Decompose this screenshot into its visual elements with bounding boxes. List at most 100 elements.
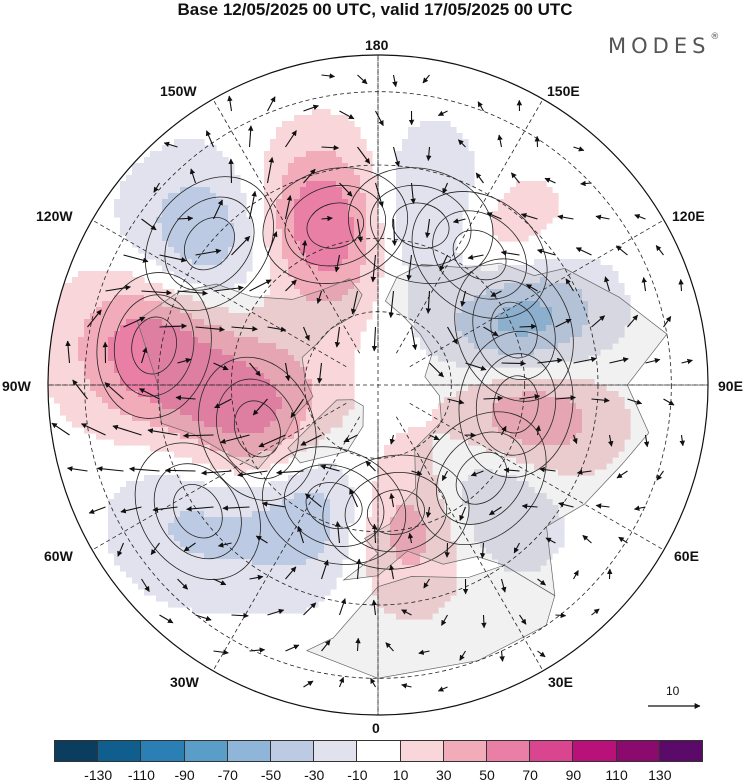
anomaly-cell [120, 361, 127, 368]
anomaly-cell [228, 529, 235, 536]
anomaly-cell [612, 313, 619, 320]
anomaly-cell [522, 397, 529, 404]
anomaly-cell [270, 151, 277, 158]
anomaly-cell [426, 559, 433, 566]
anomaly-cell [330, 253, 337, 260]
anomaly-cell [234, 373, 241, 380]
anomaly-cell [264, 367, 271, 374]
anomaly-cell [72, 397, 79, 404]
anomaly-cell [408, 589, 415, 596]
anomaly-cell [300, 121, 307, 128]
anomaly-cell [384, 559, 391, 566]
anomaly-cell [426, 259, 433, 266]
anomaly-cell [156, 583, 163, 590]
anomaly-cell [450, 403, 457, 410]
anomaly-cell [438, 211, 445, 218]
anomaly-cell [144, 331, 151, 338]
anomaly-cell [288, 337, 295, 344]
anomaly-cell [210, 145, 217, 152]
anomaly-cell [318, 205, 325, 212]
anomaly-cell [180, 199, 187, 206]
anomaly-cell [234, 505, 241, 512]
anomaly-cell [342, 391, 349, 398]
anomaly-cell [294, 271, 301, 278]
anomaly-cell [222, 157, 229, 164]
anomaly-cell [432, 535, 439, 542]
anomaly-cell [480, 391, 487, 398]
anomaly-cell [600, 265, 607, 272]
anomaly-cell [288, 307, 295, 314]
anomaly-cell [498, 229, 505, 236]
anomaly-cell [594, 307, 601, 314]
anomaly-cell [192, 547, 199, 554]
anomaly-cell [126, 271, 133, 278]
anomaly-cell [168, 325, 175, 332]
anomaly-cell [216, 235, 223, 242]
anomaly-cell [102, 283, 109, 290]
anomaly-cell [522, 481, 529, 488]
anomaly-cell [120, 403, 127, 410]
anomaly-cell [186, 277, 193, 284]
anomaly-cell [150, 241, 157, 248]
anomaly-cell [408, 301, 415, 308]
anomaly-cell [408, 529, 415, 536]
anomaly-cell [132, 553, 139, 560]
anomaly-cell [522, 289, 529, 296]
anomaly-cell [408, 553, 415, 560]
anomaly-cell [330, 571, 337, 578]
anomaly-cell [420, 607, 427, 614]
anomaly-cell [576, 421, 583, 428]
anomaly-cell [252, 463, 259, 470]
anomaly-cell [414, 163, 421, 170]
anomaly-cell [240, 529, 247, 536]
anomaly-cell [342, 373, 349, 380]
anomaly-cell [240, 391, 247, 398]
anomaly-cell [486, 487, 493, 494]
anomaly-cell [360, 175, 367, 182]
anomaly-cell [216, 307, 223, 314]
anomaly-cell [540, 337, 547, 344]
anomaly-cell [210, 157, 217, 164]
anomaly-cell [432, 553, 439, 560]
anomaly-cell [582, 409, 589, 416]
anomaly-cell [612, 337, 619, 344]
anomaly-cell [210, 217, 217, 224]
anomaly-cell [234, 595, 241, 602]
anomaly-cell [96, 385, 103, 392]
anomaly-cell [318, 127, 325, 134]
anomaly-cell [186, 451, 193, 458]
anomaly-cell [402, 229, 409, 236]
anomaly-cell [168, 217, 175, 224]
anomaly-cell [138, 529, 145, 536]
anomaly-cell [570, 421, 577, 428]
anomaly-cell [312, 505, 319, 512]
anomaly-cell [498, 529, 505, 536]
anomaly-cell [222, 211, 229, 218]
anomaly-cell [486, 439, 493, 446]
anomaly-cell [618, 439, 625, 446]
anomaly-cell [264, 361, 271, 368]
anomaly-cell [540, 223, 547, 230]
anomaly-cell [438, 337, 445, 344]
anomaly-cell [408, 235, 415, 242]
anomaly-cell [540, 553, 547, 560]
anomaly-cell [552, 541, 559, 548]
anomaly-cell [126, 343, 133, 350]
anomaly-cell [240, 421, 247, 428]
anomaly-cell [486, 535, 493, 542]
anomaly-cell [396, 493, 403, 500]
anomaly-cell [480, 361, 487, 368]
anomaly-cell [402, 217, 409, 224]
anomaly-cell [156, 421, 163, 428]
anomaly-cell [402, 439, 409, 446]
anomaly-cell [594, 337, 601, 344]
anomaly-cell [300, 367, 307, 374]
anomaly-cell [444, 145, 451, 152]
anomaly-cell [426, 271, 433, 278]
anomaly-cell [282, 565, 289, 572]
anomaly-cell [534, 259, 541, 266]
anomaly-cell [342, 253, 349, 260]
anomaly-cell [324, 121, 331, 128]
anomaly-cell [234, 571, 241, 578]
anomaly-cell [414, 199, 421, 206]
